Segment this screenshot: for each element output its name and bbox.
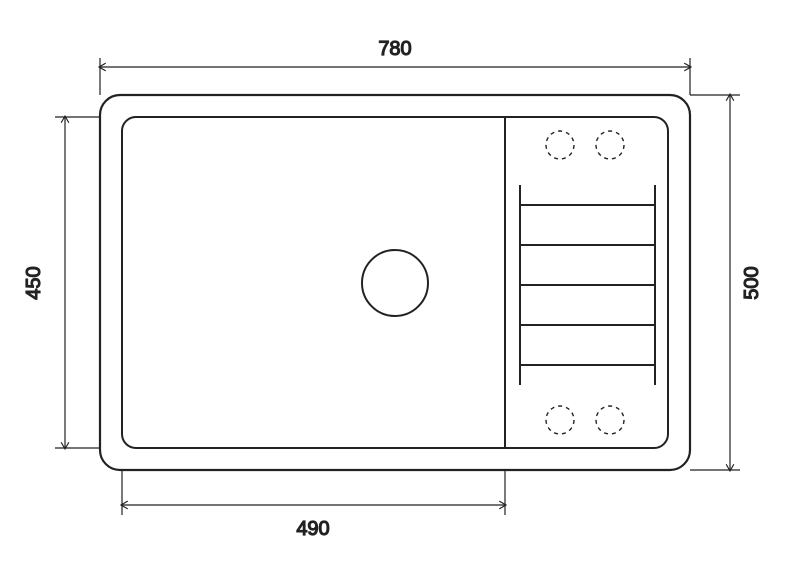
knockout-hole-top-right [596, 131, 624, 159]
sink-outer-outline [100, 95, 690, 470]
dimension-780-label: 780 [378, 38, 411, 60]
sink-inner-outline [122, 117, 668, 448]
dimension-490-label: 490 [296, 518, 329, 540]
knockout-holes [546, 131, 624, 434]
dimension-780: 780 [100, 38, 690, 95]
dimension-500: 500 [690, 95, 763, 470]
knockout-hole-bottom-right [596, 406, 624, 434]
dimension-500-label: 500 [741, 266, 763, 299]
dimension-490: 490 [122, 470, 505, 540]
drain-circle [362, 250, 428, 316]
knockout-hole-top-left [546, 131, 574, 159]
drainer-ribs [520, 185, 655, 385]
dimension-450-label: 450 [23, 266, 45, 299]
dimension-450: 450 [23, 117, 100, 448]
knockout-hole-bottom-left [546, 406, 574, 434]
